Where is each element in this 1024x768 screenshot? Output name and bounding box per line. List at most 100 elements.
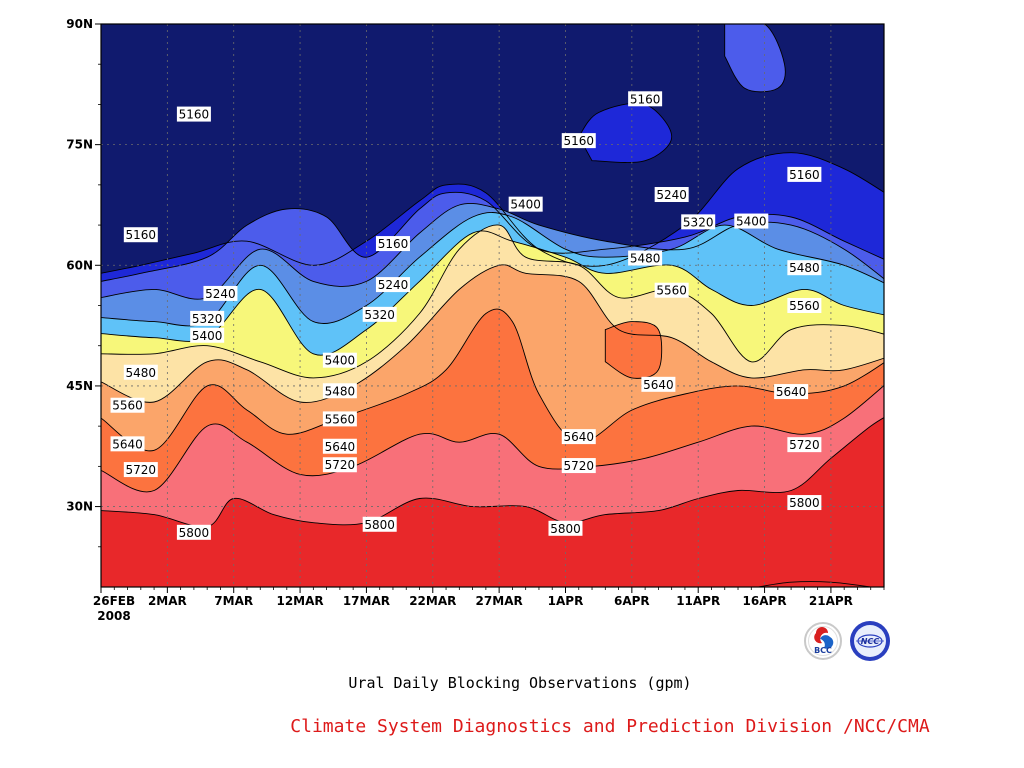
contour-label-box — [654, 187, 689, 203]
contour-label-text: 5640 — [563, 430, 594, 444]
contour-label: 5720 — [123, 462, 158, 478]
contour-label-box — [787, 437, 822, 453]
contour-band — [101, 417, 884, 587]
contour-label-box — [322, 411, 357, 427]
contour-label-text: 5400 — [192, 329, 223, 343]
contour-label: 5560 — [322, 411, 357, 427]
contour-island — [604, 321, 663, 379]
contour-label: 5320 — [190, 310, 225, 326]
contour-label: 5560 — [110, 397, 145, 413]
contour-label: 5400 — [508, 196, 543, 212]
x-tick-label: 21APR — [809, 594, 853, 608]
contour-label-text: 5720 — [789, 438, 820, 452]
contour-label: 5160 — [123, 227, 158, 243]
contour-label-text: 5160 — [179, 108, 210, 122]
contour-label: 5640 — [561, 429, 596, 445]
contour-label: 5160 — [375, 236, 410, 252]
contour-label-box — [654, 282, 689, 298]
contour-labels: 5160 5160 5160 5160 5160 5160 5240 5240 5240 5320… — [110, 91, 822, 540]
y-axis: 30N 45N 60N 75N 90N — [66, 17, 101, 548]
contour-label: 5800 — [176, 524, 211, 540]
x-tick-label: 12MAR — [276, 594, 323, 608]
contour-label-text: 5160 — [563, 134, 594, 148]
contour-label: 5480 — [123, 364, 158, 380]
contour-label-box — [362, 306, 397, 322]
contour-label-text: 5640 — [776, 385, 807, 399]
contour-label: 5400 — [190, 327, 225, 343]
contour-label: 5480 — [787, 260, 822, 276]
contour-label-text: 5640 — [112, 437, 143, 451]
contour-label-box — [375, 277, 410, 293]
contour-label-box — [203, 285, 238, 301]
contour-label: 5720 — [561, 458, 596, 474]
y-tick-label: 30N — [66, 500, 93, 514]
contour-label-text: 5800 — [364, 518, 395, 532]
x-tick-label: 11APR — [676, 594, 720, 608]
contour-label-box — [322, 383, 357, 399]
contour-label-box — [190, 327, 225, 343]
contour-label-text: 5160 — [789, 168, 820, 182]
contour-label: 5320 — [681, 214, 716, 230]
contour-label-box — [322, 457, 357, 473]
contour-label-box — [176, 106, 211, 122]
contour-label: 5640 — [774, 384, 809, 400]
contour-label-text: 5560 — [789, 299, 820, 313]
contour-label-box — [561, 133, 596, 149]
contour-label-box — [628, 91, 663, 107]
contour-label-text: 5240 — [656, 188, 687, 202]
contour-label: 5640 — [110, 436, 145, 452]
contour-label-text: 5160 — [126, 228, 157, 242]
contour-label-text: 5400 — [736, 215, 767, 229]
contour-label-box — [787, 166, 822, 182]
contour-label-box — [548, 520, 583, 536]
contour-label: 5240 — [654, 187, 689, 203]
contour-label-box — [681, 214, 716, 230]
contour-label: 5400 — [734, 213, 769, 229]
y-tick-label: 90N — [66, 17, 93, 31]
contour-label: 5640 — [322, 438, 357, 454]
contour-label-box — [787, 495, 822, 511]
contour-label: 5240 — [203, 285, 238, 301]
x-tick-label: 17MAR — [343, 594, 390, 608]
contour-label-box — [190, 310, 225, 326]
chart-caption: Ural Daily Blocking Observations (gpm) — [348, 674, 691, 692]
contour-label: 5320 — [362, 306, 397, 322]
contour-label-box — [322, 352, 357, 368]
contour-label-text: 5640 — [643, 378, 674, 392]
contour-label-text: 5560 — [656, 284, 687, 298]
bcc-logo-icon: BCC — [804, 622, 842, 660]
contour-label: 5160 — [176, 106, 211, 122]
contour-label-box — [774, 384, 809, 400]
contour-label-box — [123, 227, 158, 243]
contour-label-box — [734, 213, 769, 229]
contour-label-box — [561, 429, 596, 445]
x-tick-label: 6APR — [614, 594, 650, 608]
contour-label: 5480 — [322, 383, 357, 399]
x-tick-label: 22MAR — [409, 594, 456, 608]
x-tick-label: 16APR — [743, 594, 787, 608]
contour-label: 5560 — [654, 282, 689, 298]
contour-label-text: 5160 — [378, 237, 409, 251]
contour-label: 5160 — [628, 91, 663, 107]
contour-label: 5800 — [362, 516, 397, 532]
contour-label-box — [508, 196, 543, 212]
contour-label-text: 5800 — [789, 496, 820, 510]
grid-lines — [101, 24, 884, 587]
contour-label: 5160 — [561, 133, 596, 149]
contour-label-text: 5480 — [789, 261, 820, 275]
contour-line — [101, 264, 884, 403]
x-tick-label: 7MAR — [214, 594, 253, 608]
contour-label-box — [561, 458, 596, 474]
credit-line: Climate System Diagnostics and Predictio… — [290, 716, 930, 737]
contour-label-text: 5240 — [205, 287, 236, 301]
contour-label-text: 5800 — [179, 526, 210, 540]
contour-label-text: 5480 — [126, 366, 157, 380]
contour-island — [578, 102, 673, 163]
contour-label: 5640 — [641, 376, 676, 392]
x-axis-year-label: 2008 — [97, 609, 130, 623]
contour-island — [724, 24, 786, 93]
contour-label-box — [110, 436, 145, 452]
contour-label-text: 5560 — [112, 399, 143, 413]
contour-label: 5240 — [375, 277, 410, 293]
x-tick-label: 2MAR — [148, 594, 187, 608]
